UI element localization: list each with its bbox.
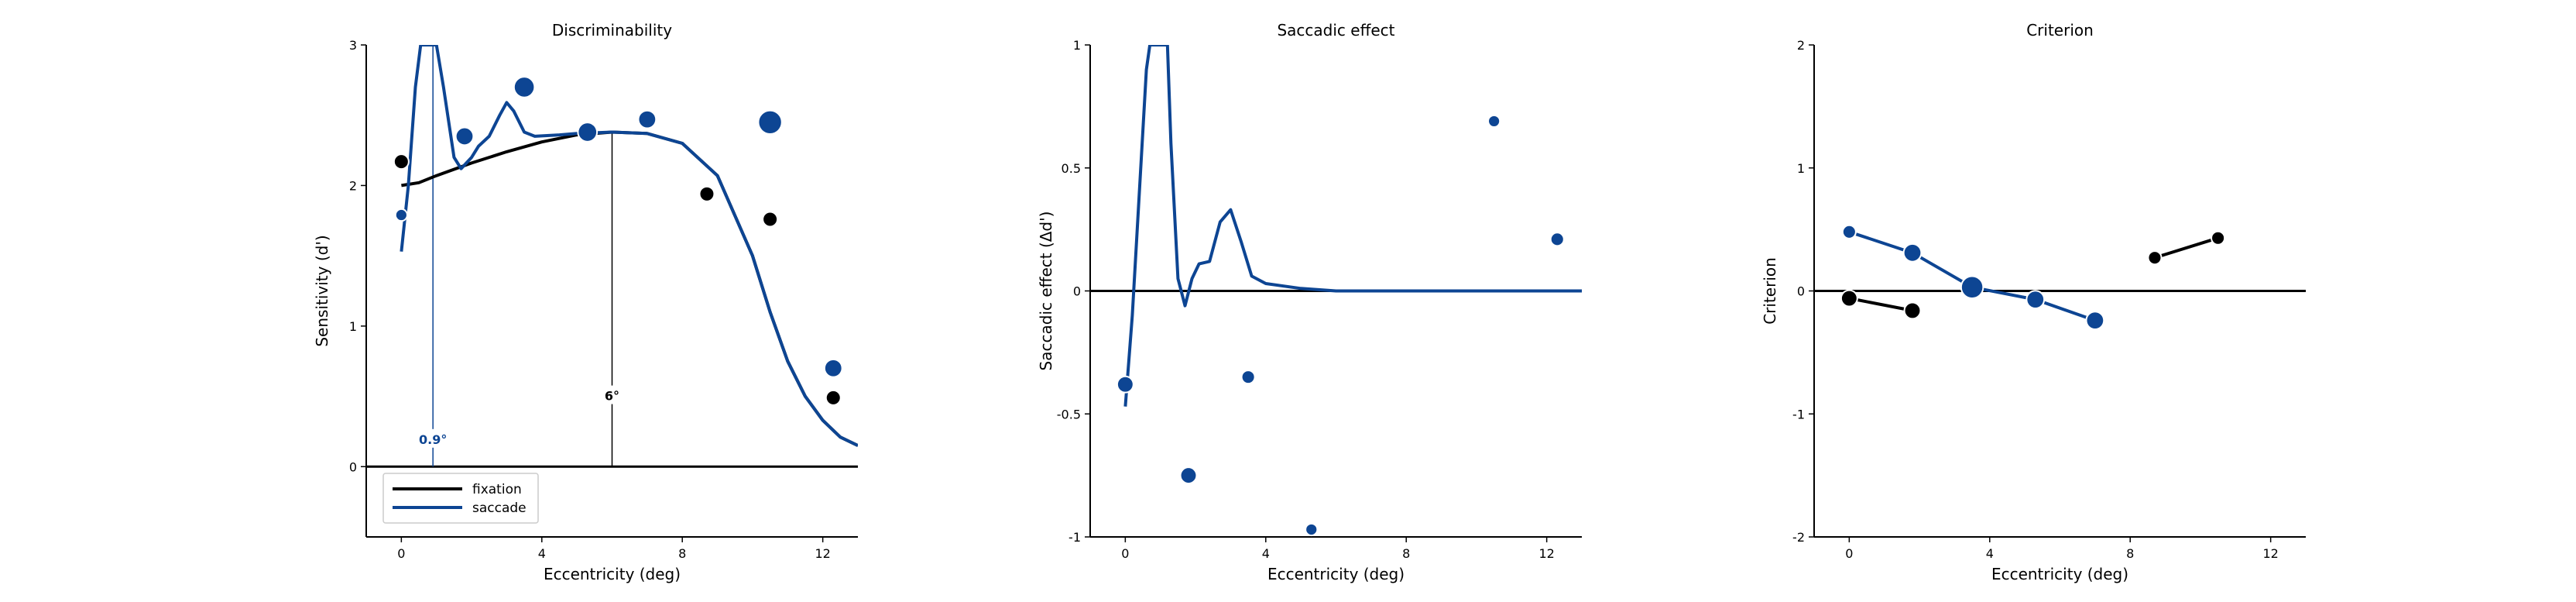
data-point-fixation: [762, 211, 779, 228]
x-tick-label: 12: [2262, 546, 2278, 561]
x-tick-label: 0: [397, 546, 405, 561]
annotation-label-bg: [595, 385, 629, 404]
legend-box: [382, 473, 539, 524]
legend-label-fixation: fixation: [472, 482, 522, 497]
panel-2: Saccadic effect 0 4 8 12 -1 -0.5 0 0.5 1 Eccentric…: [1037, 21, 1582, 583]
data-point-fixation: [1903, 301, 1922, 320]
y-axis-label: Criterion: [1761, 257, 1779, 325]
data-point-saccade: [823, 358, 843, 378]
data-point-saccade: [513, 76, 536, 98]
x-axis-label: Eccentricity (deg): [544, 565, 681, 583]
chart-title: Discriminability: [552, 21, 672, 40]
x-tick-label: 4: [538, 546, 546, 561]
y-tick-label: 3: [349, 38, 357, 53]
series-line-fixation: [401, 130, 858, 447]
y-axis-label: Saccadic effect (Δd'): [1037, 212, 1055, 371]
y-tick-label: 0: [349, 459, 357, 474]
y-tick-label: -0.5: [1057, 407, 1081, 421]
data-point-saccade: [1179, 466, 1198, 485]
data-point-saccade: [394, 208, 408, 222]
data-point-saccade: [1305, 522, 1319, 537]
data-point-saccade: [1960, 275, 1984, 299]
x-tick-label: 8: [2126, 546, 2134, 561]
data-point-saccade: [637, 109, 657, 129]
data-point-saccade: [1902, 243, 1923, 263]
data-point-saccade: [2025, 290, 2046, 310]
x-tick-label: 8: [678, 546, 686, 561]
y-tick-label: 0: [1073, 284, 1081, 299]
x-tick-label: 0: [1121, 546, 1129, 561]
x-tick-label: 0: [1845, 546, 1853, 561]
y-tick-label: 0.5: [1062, 161, 1081, 176]
data-point-saccade: [2085, 311, 2105, 331]
chart-title: Saccadic effect: [1277, 21, 1394, 40]
y-tick-label: 1: [1797, 161, 1805, 176]
x-tick-label: 4: [1986, 546, 1994, 561]
x-axis-label: Eccentricity (deg): [1267, 565, 1405, 583]
annotation-label-bg: [416, 428, 451, 448]
series-line-saccade: [1123, 45, 1582, 407]
y-tick-label: -2: [1792, 530, 1805, 545]
data-point-fixation: [2211, 230, 2226, 246]
y-tick-label: 1: [1073, 38, 1081, 53]
data-point-fixation: [393, 153, 410, 170]
y-tick-label: 2: [349, 178, 357, 193]
data-point-saccade: [757, 109, 783, 135]
y-tick-label: 1: [349, 319, 357, 334]
y-tick-label: 0: [1797, 284, 1805, 299]
x-tick-label: 4: [1262, 546, 1270, 561]
x-tick-label: 12: [815, 546, 830, 561]
data-point-saccade: [454, 126, 475, 146]
data-point-fixation: [1840, 289, 1858, 308]
data-point-saccade: [1841, 224, 1857, 239]
y-tick-label: -1: [1792, 407, 1805, 421]
data-point-saccade: [1549, 232, 1565, 247]
y-tick-label: 2: [1797, 38, 1805, 53]
series-connector-fixation: [2154, 236, 2219, 260]
annotation-label: 0.9°: [419, 432, 447, 447]
series-line-saccade: [400, 45, 858, 447]
legend-label-saccade: saccade: [472, 501, 527, 516]
y-axis-label: Sensitivity (d'): [313, 235, 331, 346]
data-point-saccade: [1487, 114, 1501, 129]
data-point-fixation: [2147, 250, 2163, 266]
data-point-saccade: [1240, 370, 1256, 385]
annotation-label: 6°: [605, 389, 619, 404]
x-tick-label: 8: [1402, 546, 1410, 561]
y-tick-label: -1: [1068, 530, 1081, 545]
series-connector-fixation: [1849, 297, 1913, 312]
data-point-fixation: [825, 389, 842, 406]
data-point-saccade: [1116, 375, 1134, 394]
data-point-saccade: [577, 122, 599, 143]
x-axis-label: Eccentricity (deg): [1991, 565, 2128, 583]
data-point-fixation: [698, 185, 715, 202]
x-tick-label: 12: [1538, 546, 1554, 561]
chart-title: Criterion: [2026, 21, 2094, 40]
